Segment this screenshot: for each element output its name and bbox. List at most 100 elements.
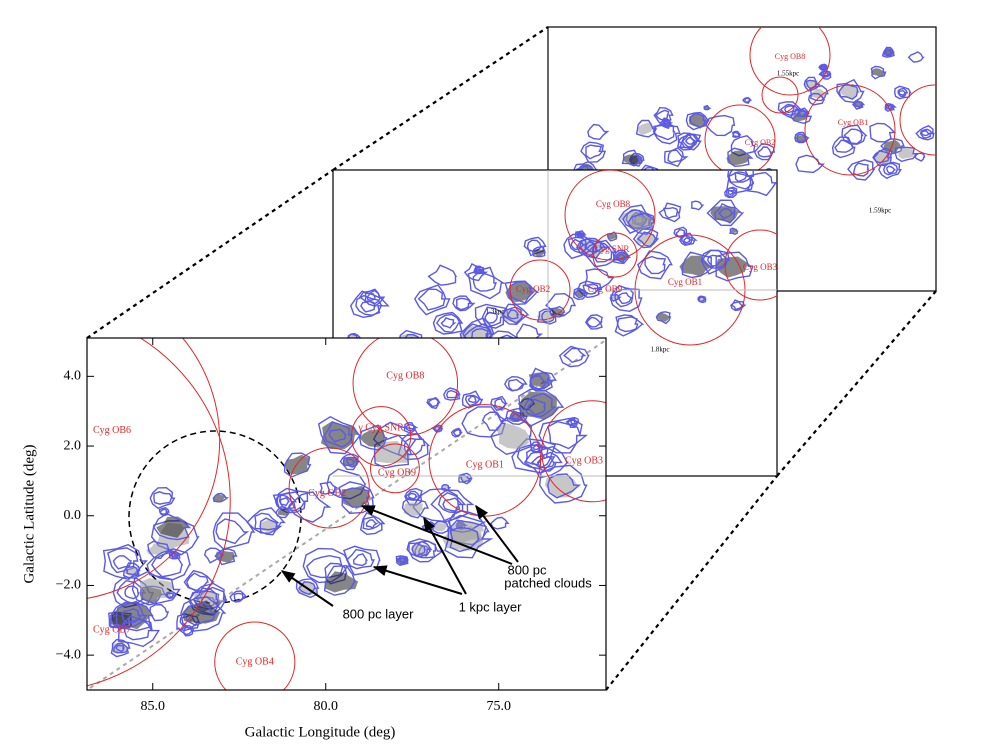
contour bbox=[427, 397, 441, 408]
contour bbox=[147, 540, 173, 560]
contour bbox=[885, 104, 895, 111]
contour bbox=[472, 271, 498, 292]
zoom-region bbox=[749, 27, 831, 96]
contour bbox=[706, 199, 745, 227]
contour bbox=[784, 105, 795, 114]
contour bbox=[700, 249, 731, 275]
cloud bbox=[212, 493, 226, 502]
contour bbox=[455, 297, 472, 311]
region bbox=[350, 406, 412, 467]
contour bbox=[920, 130, 931, 137]
zoom-label: 1.3kpc bbox=[486, 308, 505, 316]
contour bbox=[283, 452, 312, 478]
contour bbox=[427, 264, 458, 286]
contour bbox=[587, 123, 610, 141]
contour bbox=[444, 519, 494, 559]
contour bbox=[637, 250, 673, 280]
contour bbox=[214, 548, 238, 566]
contour bbox=[323, 564, 356, 596]
contour bbox=[679, 133, 702, 151]
contour bbox=[577, 280, 602, 299]
contour bbox=[746, 171, 777, 197]
contour bbox=[168, 550, 180, 559]
contour bbox=[274, 494, 295, 510]
contour bbox=[229, 590, 248, 603]
contour bbox=[743, 97, 751, 103]
contour bbox=[706, 254, 724, 267]
contour bbox=[818, 70, 832, 80]
contour bbox=[506, 309, 520, 320]
contour bbox=[919, 128, 934, 139]
contour bbox=[411, 542, 426, 557]
contour bbox=[441, 483, 452, 492]
zoom-region bbox=[592, 232, 638, 278]
contour bbox=[734, 171, 749, 183]
region bbox=[541, 400, 606, 503]
contour bbox=[279, 496, 291, 507]
contour bbox=[718, 208, 735, 220]
contour bbox=[464, 394, 482, 407]
contour bbox=[809, 85, 829, 102]
contour bbox=[149, 603, 170, 622]
contour bbox=[841, 124, 868, 145]
zoom-region bbox=[761, 76, 799, 114]
contour bbox=[897, 87, 909, 98]
contour bbox=[779, 103, 801, 117]
contour bbox=[907, 51, 925, 63]
contour bbox=[730, 300, 744, 311]
contour bbox=[585, 316, 604, 328]
cloud bbox=[898, 148, 915, 159]
contour bbox=[847, 159, 876, 181]
y-tick-label: −2.0 bbox=[56, 578, 81, 593]
contour bbox=[609, 284, 643, 313]
region-label: Cyg OB9 bbox=[378, 468, 416, 479]
contour bbox=[654, 109, 670, 121]
contour bbox=[667, 149, 684, 164]
region-label: Cyg OB3 bbox=[565, 456, 603, 467]
contour bbox=[753, 142, 776, 161]
cloud bbox=[532, 248, 547, 257]
contour bbox=[869, 122, 897, 143]
zoom-label: Cyg OB1 bbox=[668, 277, 702, 287]
region-label: Cyg OB6 bbox=[93, 425, 131, 436]
zoom-label: Cyg OB8 bbox=[775, 52, 805, 61]
contour bbox=[435, 313, 462, 333]
contour bbox=[820, 64, 827, 71]
contour bbox=[691, 200, 705, 211]
contour bbox=[121, 608, 143, 624]
cloud bbox=[284, 454, 310, 475]
contour bbox=[730, 135, 756, 157]
contour bbox=[413, 284, 451, 316]
contour bbox=[259, 517, 283, 536]
contour bbox=[581, 239, 618, 268]
cloud bbox=[839, 83, 862, 100]
contour bbox=[678, 232, 698, 247]
zoom-label: 1.55kpc bbox=[777, 70, 799, 78]
cloud bbox=[622, 154, 640, 165]
cloud bbox=[550, 307, 564, 316]
contour bbox=[701, 249, 730, 269]
contour bbox=[886, 165, 897, 174]
annotation: 800 pc layer bbox=[343, 606, 414, 621]
region-label: Cyg OB8 bbox=[386, 371, 424, 382]
contour bbox=[110, 638, 131, 658]
contour bbox=[406, 540, 433, 557]
contour bbox=[432, 311, 464, 335]
contour bbox=[362, 516, 384, 531]
y-tick-label: 4.0 bbox=[64, 369, 82, 384]
zoom-region bbox=[724, 229, 777, 301]
cloud bbox=[341, 485, 371, 508]
contour bbox=[164, 590, 177, 600]
contour bbox=[396, 555, 409, 565]
contour bbox=[796, 108, 811, 118]
contour bbox=[558, 345, 590, 368]
region-label: Cyg OB7 bbox=[93, 625, 131, 636]
contour bbox=[563, 347, 587, 363]
contour bbox=[582, 283, 600, 295]
contour bbox=[658, 202, 682, 223]
contour bbox=[894, 146, 918, 163]
contour bbox=[878, 161, 902, 180]
contour bbox=[681, 251, 716, 279]
contour bbox=[364, 289, 382, 305]
contour bbox=[502, 306, 525, 324]
